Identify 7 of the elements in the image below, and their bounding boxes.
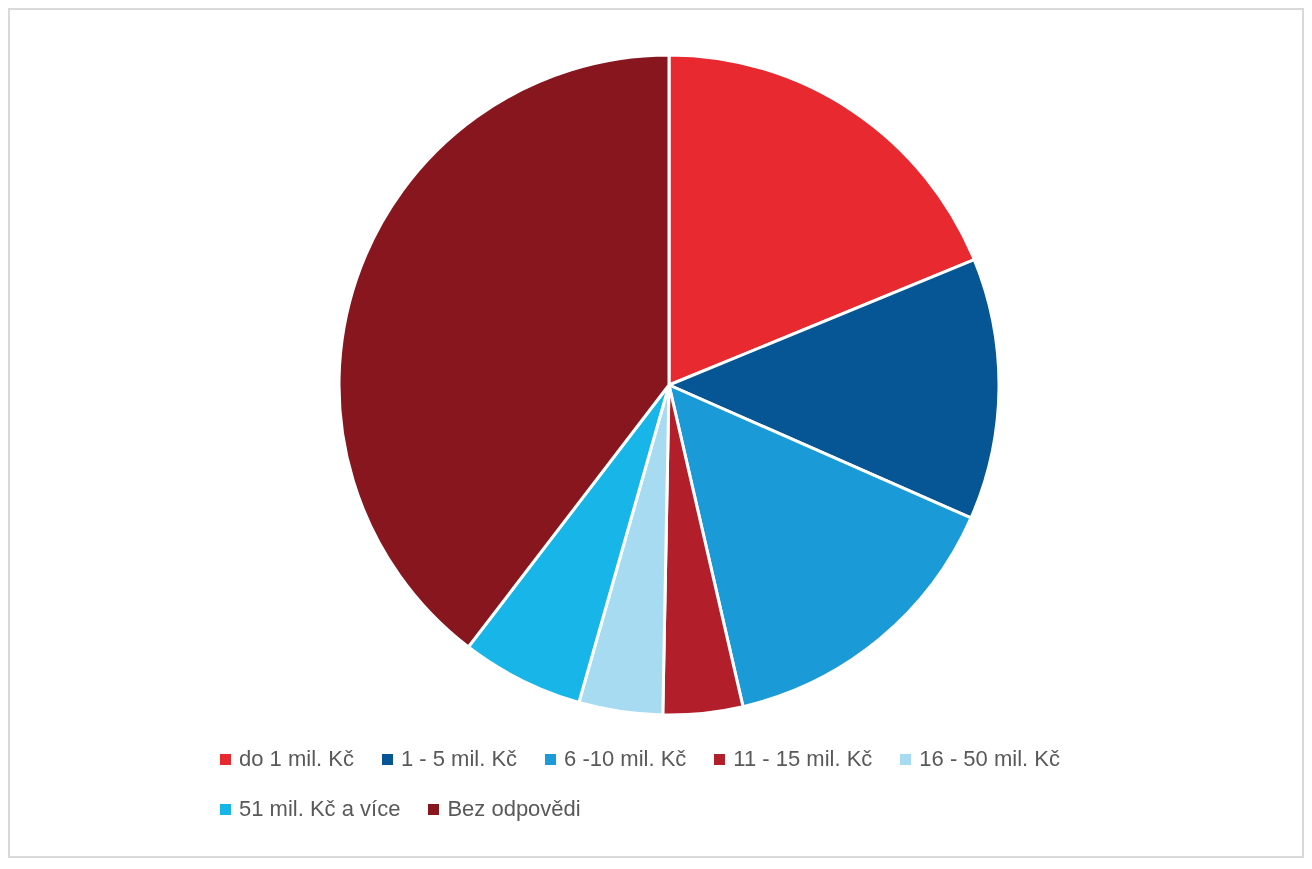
legend-label: 51 mil. Kč a více [239,796,401,822]
legend-label: 1 - 5 mil. Kč [400,746,518,772]
legend-label: 16 - 50 mil. Kč [919,746,1060,772]
legend-label: 6 -10 mil. Kč [564,746,687,772]
legend-label: do 1 mil. Kč [239,746,354,772]
legend-label: Bez odpovědi [447,796,581,822]
legend-label: 11 - 15 mil. Kč [733,746,873,772]
